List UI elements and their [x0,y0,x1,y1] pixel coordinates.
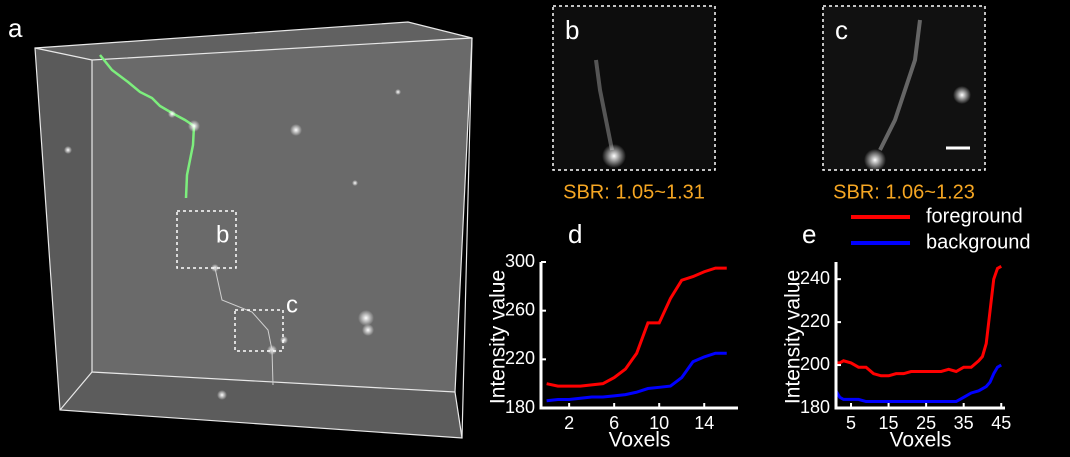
x-tick-label: 6 [609,413,619,433]
x-axis-label: Voxels [890,429,952,452]
data-line [834,363,1002,404]
y-tick-label: 180 [505,397,535,417]
legend-label: foreground [926,205,1023,227]
y-tick-label: 180 [800,397,830,417]
x-tick-label: 14 [694,413,714,433]
box-label: b [216,221,229,248]
x-tick-label: 10 [649,413,669,433]
x-tick-label: 15 [879,413,899,433]
bright-spots [64,89,401,400]
panel-label: e [802,219,816,249]
sbr-label: SBR: 1.05~1.31 [563,181,705,203]
zoom-image [552,5,716,171]
y-axis-label: Intensity value [782,270,805,404]
volume-top [35,22,472,60]
sbr-label: SBR: 1.06~1.23 [833,181,975,203]
roi-box [176,210,237,269]
volume-bottom [60,372,462,438]
spot [953,86,971,104]
y-tick-label: 200 [800,354,830,374]
soma [864,149,886,171]
y-tick-label: 220 [505,348,535,368]
panel-label: c [835,15,848,45]
roi-box [234,309,284,352]
volume-back [92,38,472,392]
legend-label: background [926,231,1031,253]
x-tick-label: 45 [991,413,1011,433]
x-axis-label: Voxels [609,429,671,452]
neurite [594,59,614,151]
panel-label: d [568,219,582,249]
neurite [878,19,922,151]
volume-edges [34,21,473,439]
panel-label: b [565,15,579,45]
panel-label: a [8,13,23,43]
y-axis-label: Intensity value [487,270,510,404]
x-tick-label: 25 [916,413,936,433]
y-tick-label: 220 [800,311,830,331]
x-tick-label: 2 [564,413,574,433]
volume-side [35,48,92,410]
data-line [546,266,727,388]
y-tick-label: 240 [800,268,830,288]
data-line [546,351,727,403]
x-tick-label: 35 [954,413,974,433]
y-tick-label: 260 [505,299,535,319]
x-tick-label: 5 [846,413,856,433]
data-line [836,264,1002,378]
box-label: c [286,291,298,318]
faint-neurite [214,267,274,386]
y-tick-label: 300 [505,251,535,271]
soma [602,144,626,168]
